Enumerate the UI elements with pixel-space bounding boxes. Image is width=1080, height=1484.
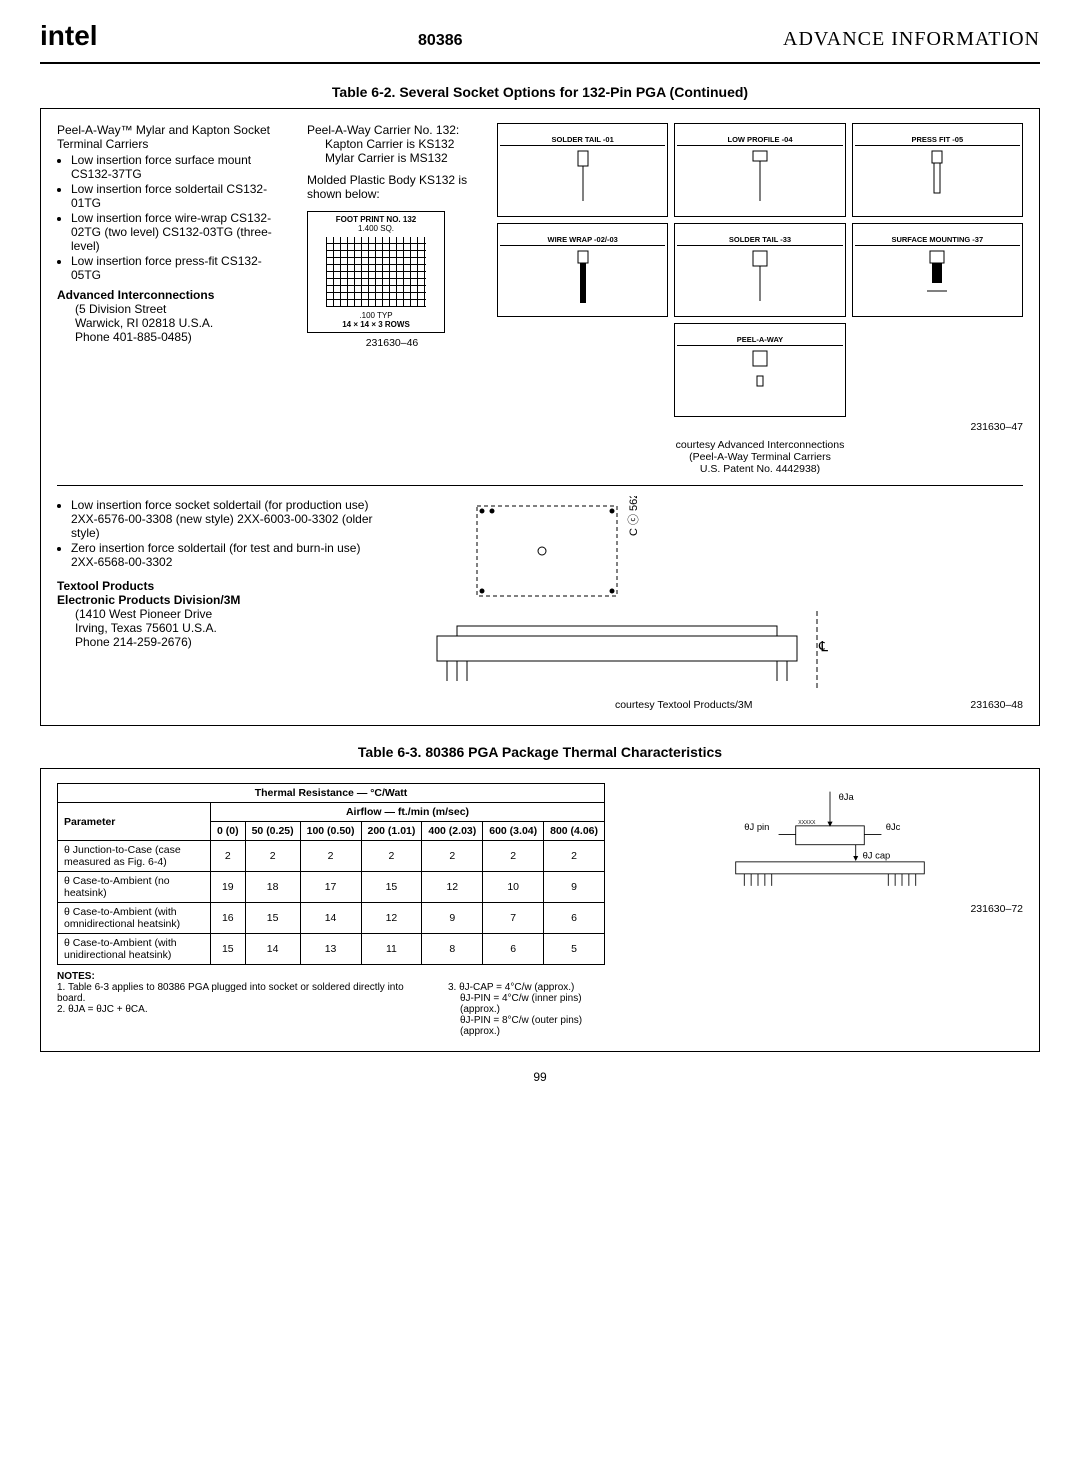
textool-list: Low insertion force socket soldertail (f… <box>57 498 377 569</box>
notes-block: NOTES: 1. Table 6-3 applies to 80386 PGA… <box>57 971 617 1037</box>
textool-column: Low insertion force socket soldertail (f… <box>57 496 377 649</box>
zif-socket-icon: C ⓒ 5620 ℄ <box>397 496 877 696</box>
peel-item: Low insertion force soldertail CS132-01T… <box>71 182 287 210</box>
airflow-head: Airflow — ft./min (m/sec) <box>211 803 605 822</box>
svg-text:℄: ℄ <box>818 638 828 654</box>
pin-variants-column: SOLDER TAIL -01 LOW PROFILE -04 PRESS FI… <box>497 123 1023 475</box>
param-head: Parameter <box>58 803 211 841</box>
theta-diagram: θJa XXXXX θJ pin θJc θJ cap <box>637 783 1023 915</box>
pin-variants-grid: SOLDER TAIL -01 LOW PROFILE -04 PRESS FI… <box>497 123 1023 417</box>
variant-cell-empty <box>497 323 668 415</box>
lower-section: Low insertion force socket soldertail (f… <box>57 496 1023 711</box>
table-6-3-title: Table 6-3. 80386 PGA Package Thermal Cha… <box>40 744 1040 760</box>
table-6-3-box: Thermal Resistance — °C/Watt Parameter A… <box>40 768 1040 1052</box>
adv-heading: Advanced Interconnections <box>57 288 287 302</box>
theta-jpin-label: θJ pin <box>744 821 769 832</box>
molded-text: Molded Plastic Body KS132 is shown below… <box>307 173 477 201</box>
table-row: θ Case-to-Ambient (with unidirectional h… <box>58 934 605 965</box>
textool-item: Zero insertion force soldertail (for tes… <box>71 541 377 569</box>
page-header: intel 80386 ADVANCE INFORMATION <box>40 20 1040 52</box>
textool-addr: (1410 West Pioneer Drive <box>57 607 377 621</box>
note-3b: θJ-PIN = 4°C/w (inner pins) (approx.) <box>448 993 617 1015</box>
carrier-text: Peel-A-Way Carrier No. 132: <box>307 123 477 137</box>
section-divider <box>57 485 1023 486</box>
variant-cell: PRESS FIT -05 <box>852 123 1023 217</box>
variant-cell-empty <box>852 323 1023 415</box>
carrier-text: Mylar Carrier is MS132 <box>307 151 477 165</box>
peel-a-way-column: Peel-A-Way™ Mylar and Kapton Socket Term… <box>57 123 287 344</box>
peel-title: Peel-A-Way™ Mylar and Kapton Socket Term… <box>57 123 287 151</box>
adv-addr: Phone 401-885-0485) <box>57 330 287 344</box>
ref-46: 231630–46 <box>307 337 477 349</box>
foot-rows: 14 × 14 × 3 ROWS <box>311 320 441 329</box>
variant-cell: SURFACE MOUNTING -37 <box>852 223 1023 317</box>
textool-heading: Textool Products <box>57 579 377 593</box>
ref-48: 231630–48 <box>970 699 1023 711</box>
notes-head: NOTES: <box>57 971 617 982</box>
theta-jcap-label: θJ cap <box>863 849 891 860</box>
foot-title: FOOT PRINT NO. 132 <box>311 215 441 224</box>
table-6-2-box: Peel-A-Way™ Mylar and Kapton Socket Term… <box>40 108 1040 726</box>
carrier-column: Peel-A-Way Carrier No. 132: Kapton Carri… <box>307 123 477 349</box>
table-row: θ Case-to-Ambient (no heatsink)191817151… <box>58 872 605 903</box>
peel-item: Low insertion force wire-wrap CS132-02TG… <box>71 211 287 253</box>
theta-jc-label: θJc <box>886 821 901 832</box>
table-row: θ Case-to-Ambient (with omnidirectional … <box>58 903 605 934</box>
textool-item: Low insertion force socket soldertail (f… <box>71 498 377 540</box>
foot-typ: .100 TYP <box>311 311 441 320</box>
textool-div: Electronic Products Division/3M <box>57 593 377 607</box>
package-thermal-icon: θJa XXXXX θJ pin θJc θJ cap <box>700 783 960 903</box>
foot-dim: 1.400 SQ. <box>311 224 441 233</box>
advance-info: ADVANCE INFORMATION <box>783 28 1040 51</box>
thermal-table-wrap: Thermal Resistance — °C/Watt Parameter A… <box>57 783 617 1037</box>
adv-addr: Warwick, RI 02818 U.S.A. <box>57 316 287 330</box>
footprint-box: FOOT PRINT NO. 132 1.400 SQ. .100 TYP 14… <box>307 211 445 333</box>
thermal-table: Thermal Resistance — °C/Watt Parameter A… <box>57 783 605 965</box>
table-6-2-title: Table 6-2. Several Socket Options for 13… <box>40 84 1040 100</box>
socket-label: C ⓒ 5620 <box>627 496 640 536</box>
variant-cell: SOLDER TAIL -01 <box>497 123 668 217</box>
ref-47: 231630–47 <box>497 421 1023 433</box>
peel-item: Low insertion force press-fit CS132-05TG <box>71 254 287 282</box>
textool-figure-column: C ⓒ 5620 ℄ courtesy Textool Products/3M … <box>397 496 1023 711</box>
note-3c: θJ-PIN = 8°C/w (outer pins) (approx.) <box>448 1015 617 1037</box>
header-rule <box>40 62 1040 64</box>
intel-logo: intel <box>40 20 98 52</box>
footprint-grid-icon <box>326 237 426 307</box>
carrier-text: Kapton Carrier is KS132 <box>307 137 477 151</box>
note-2: 2. θJA = θJC + θCA. <box>57 1004 418 1015</box>
variant-cell: SOLDER TAIL -33 <box>674 223 845 317</box>
courtesy-2: courtesy Textool Products/3M <box>615 699 753 711</box>
peel-list: Low insertion force surface mount CS132-… <box>57 153 287 282</box>
textool-addr: Irving, Texas 75601 U.S.A. <box>57 621 377 635</box>
variant-cell: LOW PROFILE -04 <box>674 123 845 217</box>
note-1: 1. Table 6-3 applies to 80386 PGA plugge… <box>57 982 418 1004</box>
theta-ja-label: θJa <box>839 791 855 802</box>
page-number: 99 <box>40 1070 1040 1084</box>
courtesy-1: courtesy Advanced Interconnections (Peel… <box>497 439 1023 475</box>
note-3a: 3. θJ-CAP = 4°C/w (approx.) <box>448 982 617 993</box>
variant-cell: WIRE WRAP -02/-03 <box>497 223 668 317</box>
adv-addr: (5 Division Street <box>57 302 287 316</box>
thermal-heading: Thermal Resistance — °C/Watt <box>58 784 605 803</box>
ref-72: 231630–72 <box>970 903 1023 915</box>
svg-text:XXXXX: XXXXX <box>798 820 816 826</box>
peel-item: Low insertion force surface mount CS132-… <box>71 153 287 181</box>
upper-section: Peel-A-Way™ Mylar and Kapton Socket Term… <box>57 123 1023 475</box>
table-row: θ Junction-to-Case (case measured as Fig… <box>58 841 605 872</box>
chip-number: 80386 <box>98 32 783 50</box>
variant-cell: PEEL-A-WAY <box>674 323 845 417</box>
textool-addr: Phone 214-259-2676) <box>57 635 377 649</box>
